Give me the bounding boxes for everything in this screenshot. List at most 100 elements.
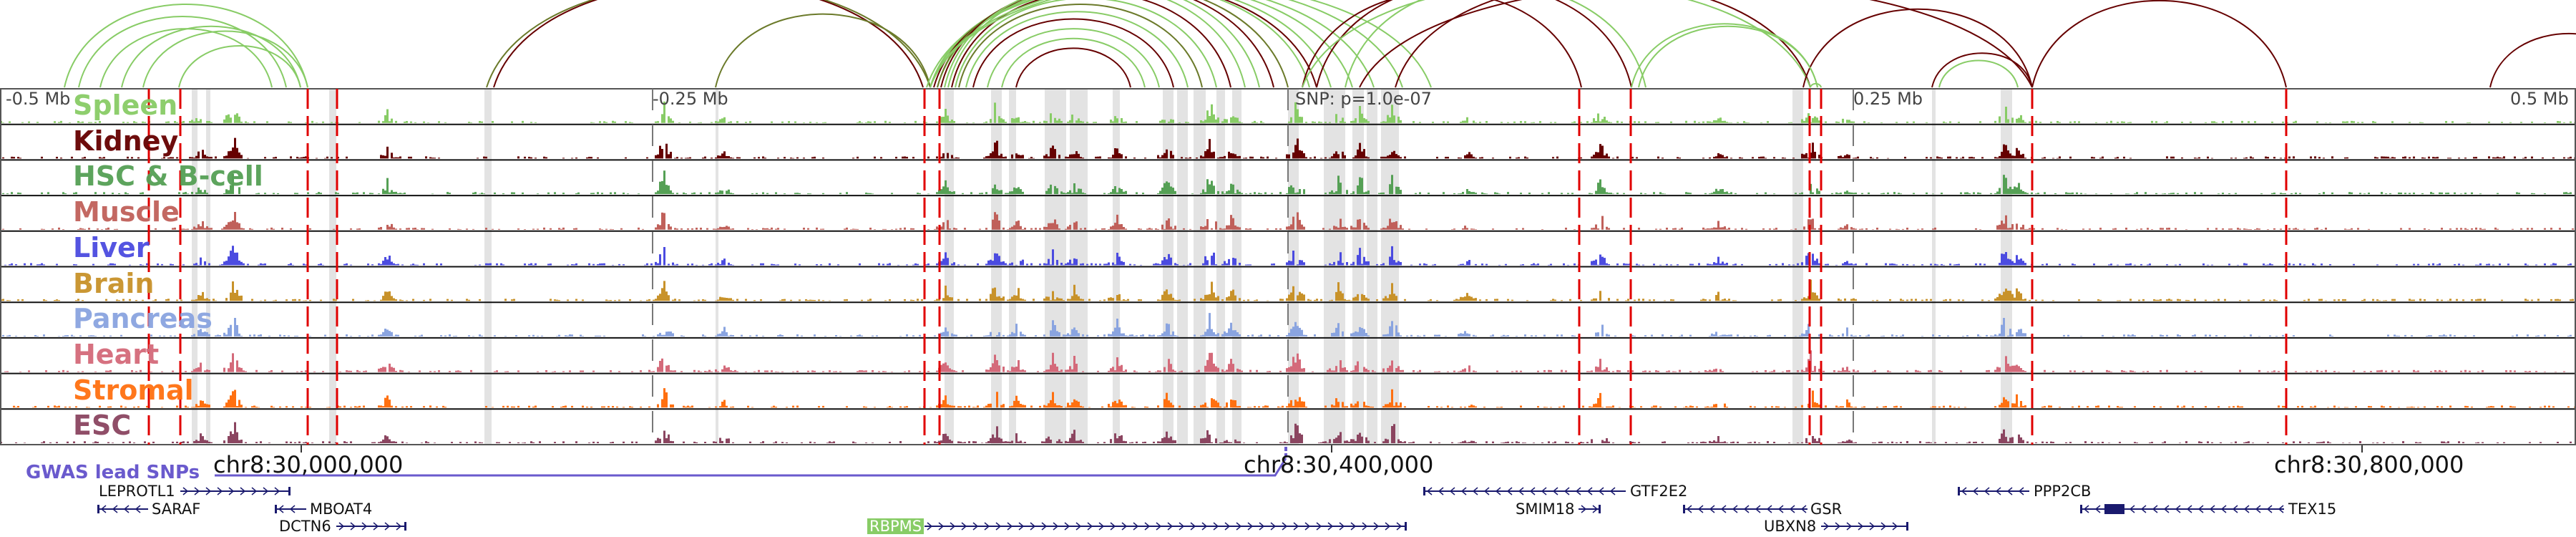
gene-label-ubxn8[interactable]: UBXN8 (1764, 518, 1817, 535)
strand-arrow-icon (1156, 522, 1162, 531)
interaction-arc (930, 0, 1432, 88)
strand-arrow-icon (1270, 522, 1277, 531)
strand-arrow-icon (1259, 522, 1265, 531)
gene-label-gtf2e2[interactable]: GTF2E2 (1630, 483, 1688, 500)
interaction-arc (2489, 32, 2576, 88)
gene-label-smim18[interactable]: SMIM18 (1516, 500, 1575, 518)
track-label: ESC (73, 410, 132, 442)
strand-arrow-icon (2163, 505, 2170, 513)
strand-arrow-icon (1449, 487, 1455, 495)
strand-arrow-icon (1327, 522, 1334, 531)
gene-label-leprotl1[interactable]: LEPROTL1 (99, 483, 175, 500)
interaction-arc (937, 0, 1289, 88)
strand-arrow-icon (1495, 487, 1501, 495)
strand-arrow-icon (1316, 522, 1322, 531)
strand-arrow-icon (1869, 522, 1875, 531)
strand-arrow-icon (961, 522, 967, 531)
strand-arrow-icon (228, 487, 235, 495)
strand-arrow-icon (1030, 522, 1036, 531)
strand-arrow-icon (100, 505, 107, 513)
gene-tex15-exon (2104, 504, 2124, 514)
interaction-arc (1810, 82, 1822, 88)
scale-label-right: 0.5 Mb (2510, 89, 2569, 109)
coordinate-label: chr8:30,400,000 (1244, 451, 1434, 478)
interaction-arc (1015, 47, 1131, 88)
strand-arrow-icon (2186, 505, 2192, 513)
signal-hsc-b-cell (2, 170, 2572, 195)
interaction-arc (142, 30, 308, 88)
strand-arrow-icon (1892, 522, 1898, 531)
strand-arrow-icon (1213, 522, 1219, 531)
coordinate-label: chr8:30,800,000 (2274, 451, 2464, 478)
signal-brain (0, 279, 2574, 301)
gene-rbpms-exon (1405, 522, 1407, 531)
strand-arrow-icon (361, 522, 368, 531)
strand-arrow-icon (1293, 522, 1299, 531)
strand-arrow-icon (950, 522, 956, 531)
strand-arrow-icon (373, 522, 379, 531)
interaction-arc (1938, 59, 2019, 88)
strand-arrow-icon (1304, 522, 1311, 531)
snp-pvalue-label: SNP: p=1.0e-07 (1295, 89, 1432, 109)
strand-arrow-icon (2094, 505, 2101, 513)
strand-arrow-icon (1586, 487, 1593, 495)
interaction-arc (1345, 0, 1646, 88)
gene-ppp2cb-exon (1958, 487, 1960, 495)
strand-arrow-icon (2255, 505, 2261, 513)
gene-label-gsr[interactable]: GSR (1810, 500, 1843, 518)
gene-label-ppp2cb[interactable]: PPP2CB (2034, 483, 2092, 500)
strand-arrow-icon (194, 487, 200, 495)
strand-arrow-icon (2266, 505, 2273, 513)
strand-arrow-icon (972, 522, 979, 531)
strand-arrow-icon (289, 505, 296, 513)
interaction-arc (493, 0, 924, 88)
strand-arrow-icon (2018, 487, 2024, 495)
strand-arrow-icon (1190, 522, 1196, 531)
strand-arrow-icon (112, 505, 118, 513)
strand-arrow-icon (1007, 522, 1013, 531)
strand-arrow-icon (1720, 505, 1727, 513)
signal-esc (0, 422, 2572, 443)
strand-arrow-icon (1592, 505, 1599, 513)
gene-mboat4-exon (275, 505, 277, 513)
strand-arrow-icon (1282, 522, 1288, 531)
interaction-arc (486, 0, 931, 88)
gene-label-tex15[interactable]: TEX15 (2288, 500, 2337, 518)
strand-arrow-icon (274, 487, 280, 495)
interaction-arc (121, 25, 301, 88)
strand-arrow-icon (1121, 522, 1128, 531)
gene-label-saraf[interactable]: SARAF (152, 500, 201, 518)
strand-arrow-icon (217, 487, 223, 495)
strand-arrow-icon (135, 505, 141, 513)
interaction-arc (930, 0, 1403, 88)
strand-arrow-icon (278, 505, 284, 513)
gene-label-dctn6[interactable]: DCTN6 (279, 518, 331, 535)
signal-pancreas (2, 313, 2572, 337)
track-label: Stromal (73, 374, 194, 406)
gene-gtf2e2-exon (1423, 487, 1425, 495)
strand-arrow-icon (396, 522, 402, 531)
gene-label-mboat4[interactable]: MBOAT4 (310, 500, 373, 518)
strand-arrow-icon (995, 522, 1002, 531)
gene-label-rbpms[interactable]: RBPMS (867, 518, 924, 534)
strand-arrow-icon (938, 522, 945, 531)
strand-arrow-icon (2220, 505, 2227, 513)
strand-arrow-icon (1098, 522, 1105, 531)
strand-arrow-icon (1609, 487, 1616, 495)
strand-arrow-icon (1766, 505, 1772, 513)
strand-arrow-icon (1053, 522, 1059, 531)
strand-arrow-icon (1087, 522, 1093, 531)
interaction-arc (64, 4, 308, 88)
strand-arrow-icon (1709, 505, 1715, 513)
strand-arrow-icon (1373, 522, 1380, 531)
strand-arrow-icon (1777, 505, 1784, 513)
strand-arrow-icon (1697, 505, 1704, 513)
strand-arrow-icon (2232, 505, 2238, 513)
strand-arrow-icon (1201, 522, 1208, 531)
track-label: HSC & B-cell (73, 160, 263, 193)
coordinate-label: chr8:30,000,000 (213, 451, 404, 478)
strand-arrow-icon (1575, 487, 1581, 495)
track-label: Pancreas (73, 303, 213, 335)
signal-stromal (13, 388, 2576, 408)
